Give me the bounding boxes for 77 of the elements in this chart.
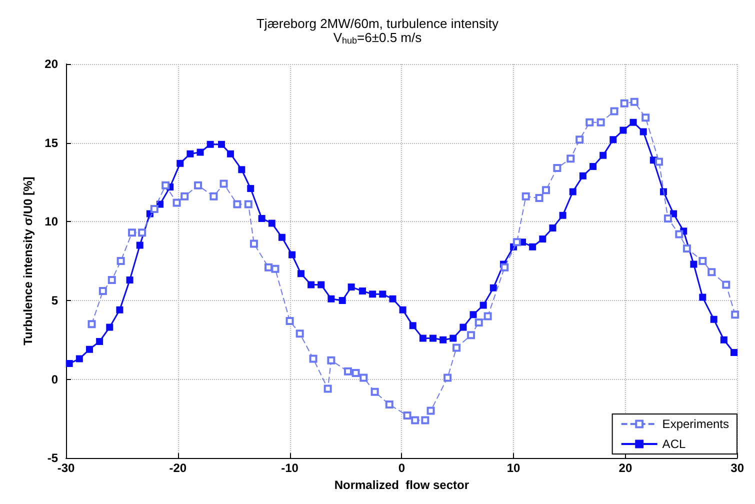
point (642, 114, 650, 122)
point (610, 107, 618, 116)
point (675, 230, 684, 238)
x-tick-label: -20 (169, 461, 187, 476)
point (150, 205, 158, 214)
point (426, 406, 435, 415)
point (194, 181, 202, 190)
point (327, 356, 336, 364)
point (411, 416, 420, 424)
point (116, 257, 125, 266)
point (452, 344, 460, 352)
point (484, 312, 492, 320)
point (664, 214, 672, 222)
point (344, 367, 352, 376)
y-tick-label: -5 (47, 451, 58, 466)
y-tick-label: 20 (44, 57, 58, 71)
point (108, 276, 116, 284)
x-tick-label: 10 (506, 461, 521, 476)
point (220, 180, 228, 188)
point (162, 181, 170, 190)
point (698, 257, 707, 266)
point (309, 354, 318, 363)
point (88, 320, 96, 328)
point (566, 154, 575, 163)
point (655, 158, 664, 166)
point (522, 192, 530, 200)
point (586, 118, 594, 126)
point (264, 263, 273, 272)
point (128, 228, 136, 237)
chart-title: Tjæreborg 2MW/60m, turbulence intensity (256, 16, 500, 31)
point (620, 99, 628, 108)
point (286, 316, 294, 325)
y-tick-label: 0 (51, 372, 58, 386)
point (385, 400, 394, 408)
point (542, 186, 550, 194)
x-tick-label: -30 (57, 461, 75, 476)
x-axis-title: Normalized flow sector (334, 478, 470, 492)
point (244, 200, 252, 208)
y-tick-label: 5 (51, 293, 58, 308)
point (296, 330, 304, 338)
point (421, 416, 430, 424)
point (172, 198, 181, 207)
point (210, 192, 218, 200)
point (403, 412, 412, 420)
point (722, 280, 730, 289)
point (708, 268, 716, 276)
legend-label: Experiments (662, 417, 730, 431)
point (324, 384, 332, 393)
point (512, 238, 521, 246)
x-tick-label: 30 (730, 461, 744, 476)
point (360, 374, 368, 382)
y-axis-title: Turbulence intensity σ/U0 [%] (20, 176, 35, 346)
y-tick-label: 15 (44, 136, 58, 150)
point (352, 368, 360, 377)
y-tick-label: 10 (44, 214, 58, 229)
point (731, 310, 740, 319)
point (467, 331, 476, 340)
point (630, 98, 638, 106)
point (576, 136, 584, 144)
point (271, 264, 280, 273)
point (500, 263, 509, 272)
point (444, 374, 452, 382)
point (233, 200, 242, 208)
point (98, 287, 107, 295)
point (370, 388, 379, 396)
point (250, 240, 258, 248)
point (596, 118, 605, 126)
x-tick-label: 0 (398, 461, 406, 476)
point (138, 228, 146, 237)
point (180, 192, 189, 200)
point (474, 318, 483, 327)
point (682, 244, 691, 252)
point (535, 194, 544, 202)
x-tick-label: 20 (618, 461, 632, 476)
x-tick-label: -10 (281, 461, 299, 476)
legend-label: ACL (662, 437, 686, 451)
point (553, 164, 562, 172)
